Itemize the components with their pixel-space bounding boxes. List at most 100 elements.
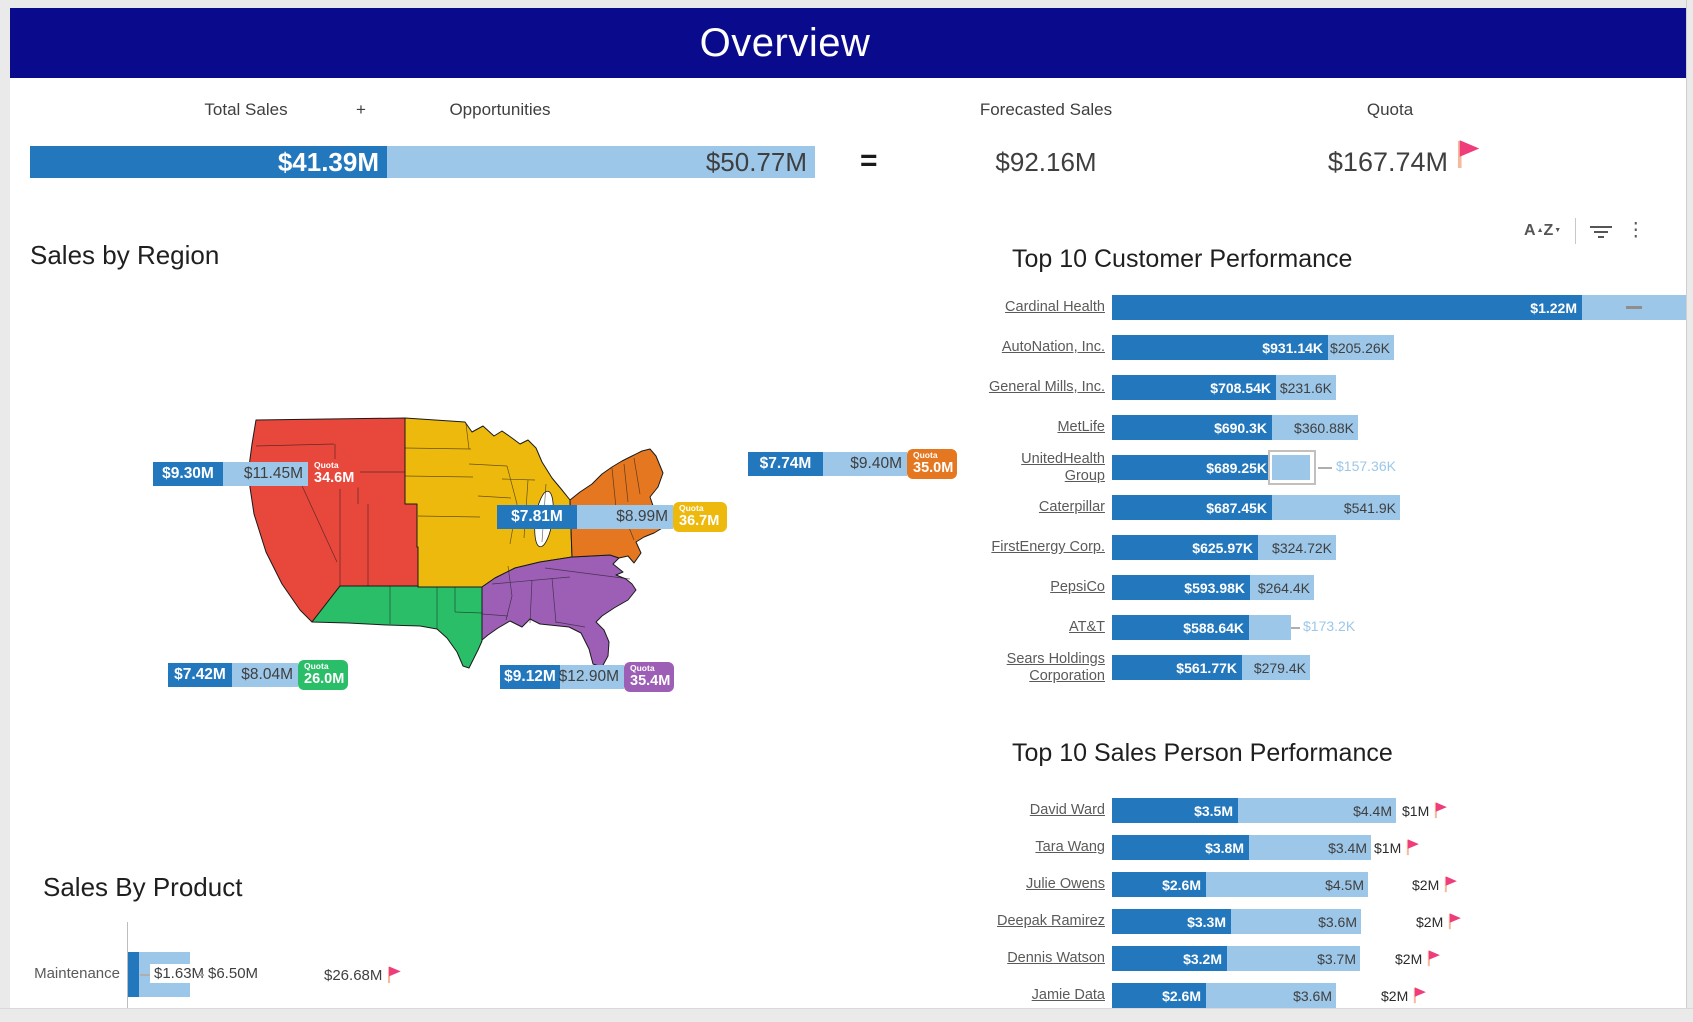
plus-sign: + [356,100,366,119]
window-edge-top [0,0,1693,8]
salesperson-sales-bar[interactable]: $3.3M [1112,909,1231,934]
customer-row: Cardinal Health $1.22M [0,295,1693,320]
customer-category-link[interactable]: UnitedHealth Group [1021,450,1105,484]
customer-sales-bar[interactable]: $593.98K [1112,575,1250,600]
customer-opportunities-bar[interactable]: $279.4K [1242,655,1310,680]
salesperson-category-link[interactable]: David Ward [1029,802,1105,818]
customer-opportunities-bar[interactable]: $360.88K [1272,415,1358,440]
customer-row: UnitedHealth Group $689.25K $157.36K [0,450,1693,485]
window-edge-bottom [0,1008,1693,1022]
salesperson-category-link[interactable]: Julie Owens [1026,876,1105,892]
salesperson-row: David Ward $3.5M $4.4M $1M [0,798,1693,823]
region-opportunities-bar[interactable]: $12.90M [559,665,624,689]
customer-opportunities-bar[interactable] [1272,455,1310,480]
salesperson-opportunities-bar[interactable]: $4.5M [1206,872,1368,897]
customer-sales-bar[interactable]: $931.14K [1112,335,1328,360]
region-quota-badge: Quota 36.7M [673,502,727,532]
window-edge-left [0,0,10,1022]
callout-dash [197,974,204,976]
customer-row: General Mills, Inc. $708.54K $231.6K [0,375,1693,400]
customer-category-link[interactable]: AT&T [1069,619,1105,635]
customer-row: Sears Holdings Corporation $561.77K $279.4K [0,650,1693,684]
region-sales-bar[interactable]: $9.12M [500,665,560,689]
customer-opportunities-bar[interactable]: $231.6K [1276,375,1336,400]
salesperson-category-link[interactable]: Jamie Data [1031,987,1105,1003]
visual-toolbar: A ▲ Z ▼ ⋮ [1524,216,1645,246]
salesperson-quota-value: $2M [1416,912,1463,931]
salesperson-opportunities-bar[interactable]: $3.6M [1206,983,1336,1008]
region-sales-bar[interactable]: $7.81M [497,505,577,529]
customer-sales-bar[interactable]: $689.25K [1112,455,1272,480]
region-sales-bar[interactable]: $7.42M [168,663,232,687]
customer-category-link[interactable]: General Mills, Inc. [988,379,1105,395]
sales-by-region-title: Sales by Region [30,240,220,270]
region-sales-bar[interactable]: $7.74M [748,452,823,476]
salesperson-sales-bar[interactable]: $3.8M [1112,835,1249,860]
salesperson-sales-bar[interactable]: $3.2M [1112,946,1227,971]
salesperson-opportunities-bar[interactable]: $3.7M [1227,946,1360,971]
total-sales-label: Total Sales [204,100,288,119]
salesperson-category-link[interactable]: Tara Wang [1035,839,1105,855]
opportunities-bar[interactable]: $50.77M [387,146,815,178]
customer-sales-bar[interactable]: $708.54K [1112,375,1276,400]
region-opportunities-bar[interactable]: $9.40M [823,452,907,476]
salesperson-sales-bar[interactable]: $2.6M [1112,983,1206,1008]
customer-opportunities-bar[interactable] [1249,615,1291,640]
customer-row: PepsiCo $593.98K $264.4K [0,575,1693,600]
customer-opportunities-bar[interactable]: $264.4K [1250,575,1314,600]
window-edge-right[interactable] [1686,0,1693,1022]
page-title: Overview [699,20,871,65]
customer-opportunities-bar[interactable]: $324.72K [1258,535,1336,560]
product-sales-value: $1.63M [150,964,209,983]
customer-opportunities-bar[interactable]: $541.9K [1272,495,1400,520]
total-sales-bar[interactable]: $41.39M [30,146,387,178]
customer-category-link[interactable]: MetLife [1057,419,1105,435]
filter-icon[interactable] [1590,224,1613,238]
sort-az-icon[interactable]: A ▲ Z ▼ [1524,222,1562,239]
customer-sales-bar[interactable]: $1.22M [1112,295,1582,320]
customer-category-link[interactable]: Caterpillar [1038,499,1105,515]
salesperson-category-link[interactable]: Dennis Watson [1007,950,1105,966]
map-region-southwest[interactable] [311,585,483,669]
map-region-central[interactable] [404,417,573,588]
quota-flag-icon [1428,950,1441,967]
customer-category-link[interactable]: AutoNation, Inc. [1001,339,1105,355]
region-opportunities-bar[interactable]: $11.45M [223,462,308,486]
customer-sales-bar[interactable]: $561.77K [1112,655,1242,680]
product-chart-axis [127,922,128,1008]
region-opportunities-bar[interactable]: $8.99M [577,505,673,529]
salesperson-row: Tara Wang $3.8M $3.4M $1M [0,835,1693,860]
equals-sign: = [860,144,878,177]
customer-sales-bar[interactable]: $588.64K [1112,615,1249,640]
quota-label: Quota [1366,100,1414,119]
salesperson-category-link[interactable]: Deepak Ramirez [997,913,1105,929]
customer-sales-bar[interactable]: $690.3K [1112,415,1272,440]
customer-row: MetLife $690.3K $360.88K [0,415,1693,440]
more-options-icon[interactable]: ⋮ [1626,220,1646,241]
customer-row: FirstEnergy Corp. $625.97K $324.72K [0,535,1693,560]
salesperson-sales-bar[interactable]: $3.5M [1112,798,1238,823]
salesperson-opportunities-bar[interactable]: $3.4M [1249,835,1371,860]
customer-sales-bar[interactable]: $687.45K [1112,495,1272,520]
salesperson-opportunities-bar[interactable]: $3.6M [1231,909,1361,934]
region-opportunities-bar[interactable]: $8.04M [232,663,298,687]
customer-opportunities-bar[interactable]: $205.26K [1328,335,1394,360]
customer-category-link[interactable]: Cardinal Health [1005,299,1105,315]
salesperson-quota-value: $2M [1395,949,1442,968]
salesperson-opportunities-bar[interactable]: $4.4M [1238,798,1396,823]
region-label-central: $7.81M $8.99M Quota 36.7M [497,502,727,532]
customer-row: AT&T $588.64K $173.2K [0,615,1693,640]
customer-category-link[interactable]: PepsiCo [1050,579,1105,595]
customer-opportunities-callout: $157.36K [1336,458,1396,474]
product-sales-bar[interactable] [128,952,139,997]
salesperson-row: Deepak Ramirez $3.3M $3.6M $2M [0,909,1693,934]
customer-category-link[interactable]: Sears Holdings Corporation [1006,650,1105,684]
salesperson-quota-value: $2M [1412,875,1459,894]
customer-sales-bar[interactable]: $625.97K [1112,535,1258,560]
salesperson-sales-bar[interactable]: $2.6M [1112,872,1206,897]
region-sales-bar[interactable]: $9.30M [153,462,223,486]
region-quota-badge: Quota 35.0M [907,449,957,479]
customer-category-link[interactable]: FirstEnergy Corp. [991,539,1105,555]
quota-value: $167.74M [1327,147,1448,177]
